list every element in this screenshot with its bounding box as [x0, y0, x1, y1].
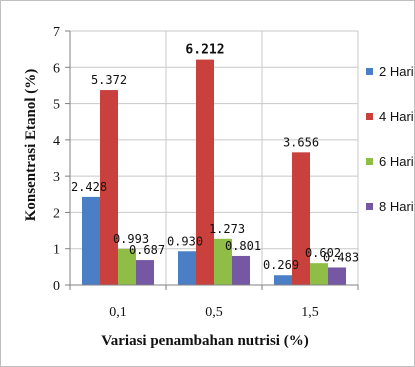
bar-2-hari	[274, 275, 292, 285]
x-axis-title: Variasi penambahan nutrisi (%)	[101, 333, 308, 349]
x-tick-label: 1,5	[301, 305, 319, 320]
data-label: 0.269	[263, 258, 299, 272]
legend-swatch	[366, 68, 373, 75]
bar-4-hari	[100, 90, 118, 285]
data-label: 5.372	[91, 73, 127, 87]
x-tick-labels: 0,1 0,5 1,5	[109, 305, 319, 320]
legend-label: 8 Hari	[379, 199, 414, 214]
data-label: 6.212	[185, 43, 224, 58]
legend-label: 2 Hari	[379, 64, 414, 79]
bar-4-hari	[196, 59, 214, 286]
bar-6-hari	[118, 248, 136, 285]
legend-swatch	[366, 203, 373, 210]
data-label: 0.801	[225, 239, 261, 253]
data-label: 0.483	[323, 250, 359, 264]
data-label: 0.993	[113, 232, 149, 246]
bar-8-hari	[136, 260, 154, 285]
bar-2-hari	[82, 196, 100, 285]
data-label: 2.428	[71, 180, 107, 194]
x-tick-label: 0,5	[205, 305, 223, 320]
data-label: 3.656	[283, 135, 319, 149]
bar-4-hari	[292, 152, 310, 285]
bar-6-hari	[310, 263, 328, 285]
legend-swatch	[366, 113, 373, 120]
y-tick-label: 0	[53, 279, 60, 294]
y-tick-label: 7	[53, 25, 60, 40]
y-axis-title: Konsentrasi Etanol (%)	[23, 69, 39, 222]
x-tick-label: 0,1	[109, 305, 127, 320]
y-tick-label: 4	[53, 134, 60, 149]
data-label: 0.602	[305, 246, 341, 260]
bar-8-hari	[328, 267, 346, 285]
bar-2-hari	[178, 251, 196, 285]
y-tick-label: 3	[53, 170, 60, 185]
legend: 2 Hari 4 Hari 6 Hari 8 Hari	[366, 64, 414, 214]
axes	[65, 30, 359, 290]
bars	[82, 59, 346, 286]
legend-label: 4 Hari	[379, 109, 414, 124]
y-tick-labels: 0 1 2 3 4 5 6 7	[53, 25, 60, 294]
y-tick-label: 1	[53, 243, 60, 258]
bar-8-hari	[232, 255, 250, 285]
bar-6-hari	[214, 238, 232, 285]
legend-swatch	[366, 158, 373, 165]
y-tick-label: 6	[53, 61, 60, 76]
data-label: 0.687	[129, 243, 165, 257]
legend-label: 6 Hari	[379, 154, 414, 169]
y-tick-label: 2	[53, 206, 60, 221]
data-label: 1.273	[209, 222, 245, 236]
y-tick-label: 5	[53, 98, 60, 113]
data-label: 0.930	[167, 234, 203, 248]
